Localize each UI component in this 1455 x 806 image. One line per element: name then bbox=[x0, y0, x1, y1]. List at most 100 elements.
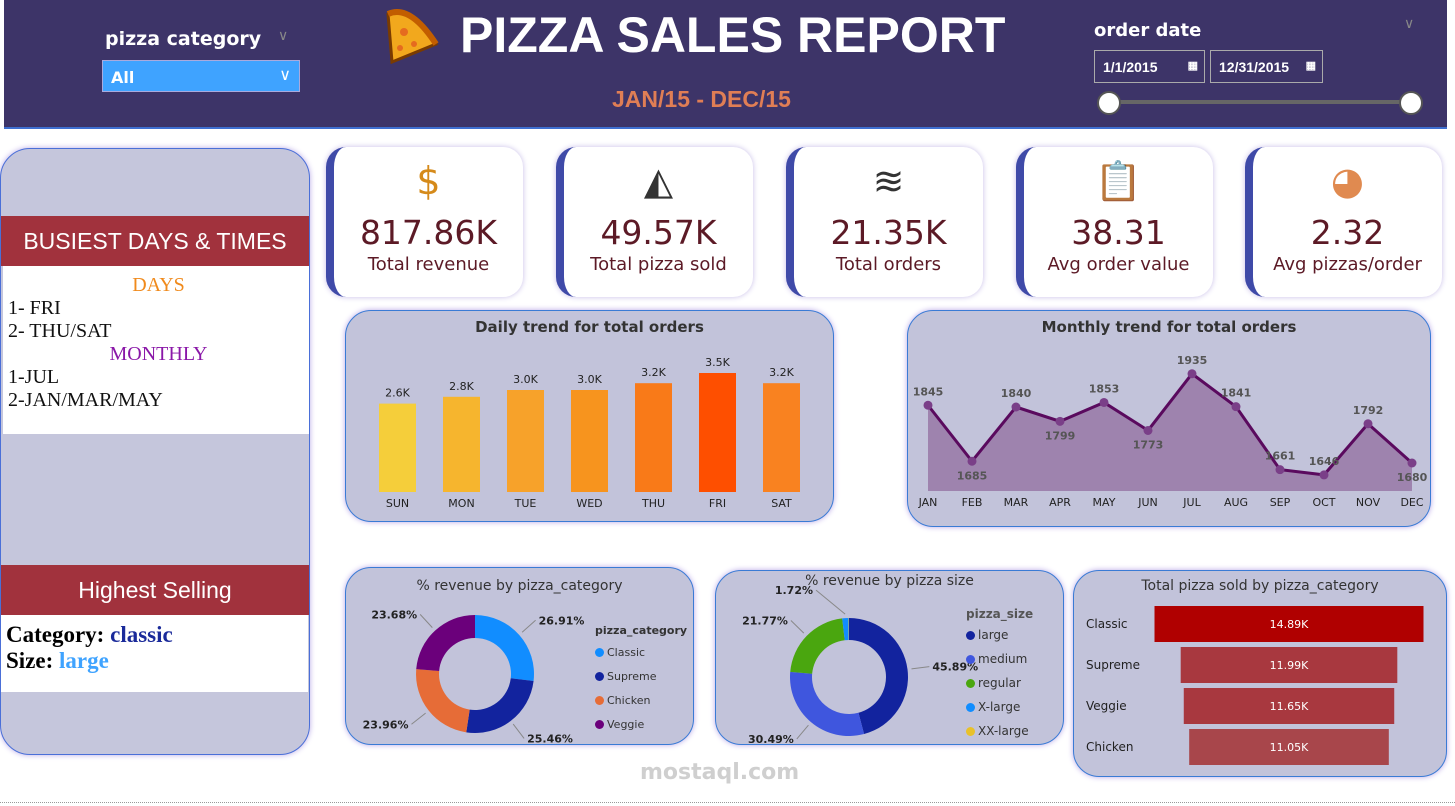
leader-line bbox=[512, 723, 525, 739]
calendar-icon[interactable]: ▦ bbox=[1187, 60, 1198, 72]
pizza-slice-icon: ◭ bbox=[643, 159, 674, 203]
data-label: 11.65K bbox=[1270, 700, 1309, 713]
legend-item[interactable]: Veggie bbox=[595, 712, 687, 736]
legend-item[interactable]: large bbox=[966, 623, 1033, 647]
data-label: 11.05K bbox=[1270, 741, 1309, 754]
data-label: 21.77% bbox=[742, 615, 788, 628]
legend-swatch bbox=[595, 695, 604, 705]
data-point bbox=[1055, 416, 1065, 426]
legend-swatch bbox=[966, 726, 975, 736]
bar bbox=[763, 383, 800, 492]
bar bbox=[1154, 606, 1424, 642]
legend-label: Veggie bbox=[607, 717, 645, 731]
layers-icon: ≋ bbox=[872, 159, 905, 203]
date-slider-start-handle[interactable] bbox=[1097, 91, 1121, 115]
x-tick-label: JUN bbox=[1137, 496, 1158, 509]
data-label: 3.5K bbox=[705, 356, 730, 369]
donut-slice bbox=[790, 618, 845, 674]
chart-title: % revenue by pizza_category bbox=[416, 578, 623, 594]
days-heading: DAYS bbox=[132, 274, 185, 296]
calendar-icon[interactable]: ▦ bbox=[1305, 60, 1316, 72]
legend-item[interactable]: X-large bbox=[966, 695, 1033, 719]
data-point bbox=[1011, 402, 1021, 412]
legend-item[interactable]: medium bbox=[966, 647, 1033, 671]
x-tick-label: SUN bbox=[386, 497, 409, 510]
busiest-list: DAYS 1- FRI 2- THU/SAT MONTHLY 1-JUL 2-J… bbox=[3, 266, 309, 434]
legend-title: pizza_category bbox=[595, 624, 688, 637]
date-slider-end-handle[interactable] bbox=[1399, 91, 1423, 115]
legend-swatch bbox=[966, 630, 975, 640]
data-label: 1792 bbox=[1353, 404, 1384, 417]
x-tick-label: FRI bbox=[709, 497, 726, 510]
x-tick-label: MAR bbox=[1004, 496, 1029, 509]
kpi-total-revenue: $817.86K Total revenue bbox=[326, 147, 523, 297]
date-range-subtitle: JAN/15 - DEC/15 bbox=[612, 86, 791, 112]
chevron-down-icon[interactable]: ∨ bbox=[1404, 16, 1415, 32]
kpi-avg-pizzas-order: ◕ 2.32 Avg pizzas/order bbox=[1245, 147, 1442, 297]
data-label: 30.49% bbox=[748, 733, 794, 746]
legend-label: X-large bbox=[978, 700, 1021, 714]
x-tick-label: NOV bbox=[1356, 496, 1381, 509]
bar bbox=[635, 383, 672, 492]
category-label: Classic bbox=[1086, 617, 1128, 631]
data-point bbox=[1099, 397, 1109, 407]
bar bbox=[443, 396, 480, 492]
watermark-logo: mostaql.com bbox=[640, 760, 800, 785]
data-label: 1841 bbox=[1221, 387, 1252, 400]
chart-title: % revenue by pizza size bbox=[805, 573, 974, 589]
legend-item[interactable]: Chicken bbox=[595, 688, 687, 712]
divider bbox=[0, 802, 1455, 803]
legend-item[interactable]: Supreme bbox=[595, 664, 687, 688]
busiest-title: BUSIEST DAYS & TIMES bbox=[1, 216, 309, 266]
x-tick-label: JAN bbox=[918, 496, 938, 509]
revenue-by-category-chart: % revenue by pizza_category 26.91% 25.46%… bbox=[345, 567, 694, 745]
legend-swatch bbox=[966, 654, 975, 664]
chart-title: Daily trend for total orders bbox=[475, 318, 704, 336]
x-tick-label: DEC bbox=[1400, 496, 1423, 509]
data-label: 14.89K bbox=[1270, 618, 1309, 631]
start-date-input[interactable]: 1/1/2015 ▦ bbox=[1094, 50, 1205, 83]
size-label: Size: bbox=[6, 648, 54, 673]
pizza-slice-logo-icon bbox=[386, 9, 439, 65]
leader-line bbox=[796, 724, 809, 740]
donut-slice bbox=[416, 669, 470, 733]
x-tick-label: OCT bbox=[1312, 496, 1335, 509]
donut-slice bbox=[849, 618, 908, 735]
bar bbox=[1183, 688, 1395, 724]
end-date-input[interactable]: 12/31/2015 ▦ bbox=[1210, 50, 1323, 83]
legend-label: regular bbox=[978, 676, 1021, 690]
x-tick-label: AUG bbox=[1224, 496, 1248, 509]
kpi-avg-order-value: 📋 38.31 Avg order value bbox=[1016, 147, 1213, 297]
x-tick-label: JUL bbox=[1182, 496, 1201, 509]
clipboard-icon: 📋 bbox=[1094, 159, 1143, 203]
legend-item[interactable]: regular bbox=[966, 671, 1033, 695]
kpi-value: 2.32 bbox=[1310, 213, 1385, 252]
data-label: 1799 bbox=[1045, 429, 1076, 442]
data-point bbox=[923, 400, 933, 410]
legend-label: Classic bbox=[607, 645, 646, 659]
chevron-down-icon: ∨ bbox=[279, 65, 291, 84]
highest-selling-title: Highest Selling bbox=[1, 565, 309, 615]
data-label: 1853 bbox=[1089, 382, 1120, 395]
area-fill bbox=[928, 373, 1412, 491]
dollar-icon: $ bbox=[416, 159, 441, 203]
x-tick-label: SAT bbox=[771, 497, 792, 510]
category-label: Veggie bbox=[1086, 699, 1127, 713]
bar bbox=[699, 373, 736, 492]
data-label: 3.2K bbox=[641, 366, 666, 379]
data-point bbox=[1363, 419, 1373, 429]
kpi-label: Total pizza sold bbox=[590, 254, 727, 275]
legend-item[interactable]: XX-large bbox=[966, 719, 1033, 743]
month-item: 2-JAN/MAR/MAY bbox=[8, 389, 163, 411]
pizza-category-dropdown[interactable]: All ∨ bbox=[102, 60, 300, 92]
data-label: 25.46% bbox=[527, 732, 573, 745]
day-item: 1- FRI bbox=[8, 297, 61, 319]
legend-label: Supreme bbox=[607, 669, 657, 683]
kpi-label: Avg order value bbox=[1047, 254, 1190, 275]
data-label: 1661 bbox=[1265, 450, 1296, 463]
x-tick-label: TUE bbox=[514, 497, 537, 510]
legend-item[interactable]: Classic bbox=[595, 640, 687, 664]
data-point bbox=[967, 456, 977, 466]
date-slider-track[interactable] bbox=[1108, 100, 1410, 104]
chevron-down-icon[interactable]: ∨ bbox=[278, 28, 289, 44]
